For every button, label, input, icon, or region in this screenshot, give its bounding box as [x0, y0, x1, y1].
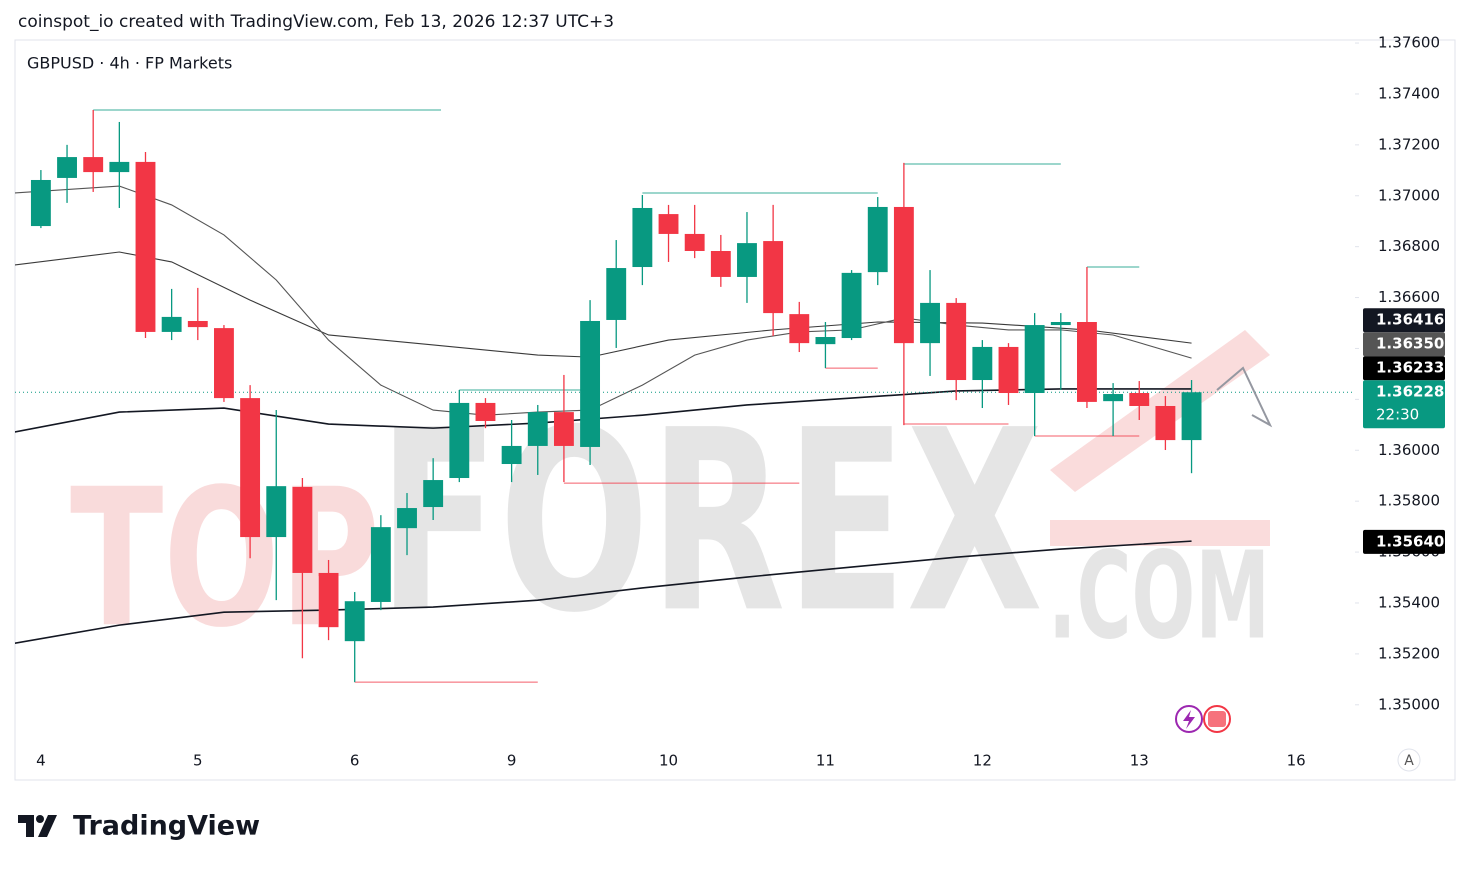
- y-tick-label: 1.36600: [1378, 288, 1440, 306]
- price-label-box: [1363, 529, 1445, 554]
- candle-body: [109, 161, 130, 173]
- candle-body: [553, 412, 574, 446]
- candle-body: [240, 398, 261, 538]
- candle-body: [161, 316, 182, 332]
- candle-body: [815, 337, 836, 345]
- scale-button[interactable]: [1397, 748, 1421, 772]
- candle-body: [1155, 405, 1176, 441]
- candle-body: [397, 508, 417, 529]
- price-label: 1.36228: [1376, 383, 1444, 401]
- candle-body: [83, 157, 104, 173]
- candle-body: [684, 233, 705, 251]
- y-tick-label: 1.36800: [1378, 237, 1440, 255]
- logo-mark: [18, 815, 57, 837]
- y-tick-label: 1.37200: [1378, 135, 1440, 153]
- x-tick-label: 5: [193, 752, 203, 770]
- y-tick-label: 1.35800: [1378, 492, 1440, 510]
- candle-body: [187, 320, 208, 328]
- x-tick-label: 9: [507, 752, 517, 770]
- candle-body: [1103, 394, 1124, 402]
- y-tick-label: 1.37400: [1378, 84, 1440, 102]
- header: coinspot_io created with TradingView.com…: [18, 12, 614, 32]
- ma-line: [15, 251, 1192, 358]
- frame: [14, 39, 1456, 781]
- plot: [15, 109, 1355, 683]
- y-tick-label: 1.36000: [1378, 441, 1440, 459]
- candle-body: [501, 445, 522, 465]
- y-tick-label: 1.35400: [1378, 593, 1440, 611]
- price-label: 1.35640: [1376, 532, 1444, 550]
- candle-body: [763, 241, 784, 314]
- x-tick-label: 13: [1130, 752, 1149, 770]
- y-tick-label: 1.35000: [1378, 695, 1440, 713]
- candle-body: [972, 346, 993, 381]
- price-label-box: [1363, 308, 1445, 333]
- candle-body: [423, 480, 444, 508]
- candle-body: [580, 320, 601, 447]
- y-tick-label: 1.37600: [1378, 34, 1440, 52]
- x-tick-label: 11: [816, 752, 835, 770]
- logo-dot: [36, 815, 44, 823]
- arrow-drawing: [1216, 366, 1273, 428]
- candle-body: [30, 179, 51, 227]
- price-label-box: [1363, 380, 1445, 429]
- flag: [1208, 711, 1226, 727]
- logo: TradingView: [18, 811, 260, 842]
- candle-body: [370, 527, 391, 602]
- ma-line: [15, 540, 1192, 644]
- candle-body: [1077, 322, 1097, 402]
- price-label: 1.36416: [1376, 311, 1444, 329]
- candle-body: [1129, 393, 1150, 406]
- scale-button-label[interactable]: A: [1404, 753, 1414, 769]
- price-label: 1.36350: [1376, 335, 1444, 353]
- x-tick-label: 12: [973, 752, 992, 770]
- candle-body: [449, 402, 470, 479]
- price-label-box: [1363, 332, 1445, 357]
- logo-text: TradingView: [73, 811, 260, 842]
- x-tick-label: 10: [659, 752, 678, 770]
- watermark-com: .COM: [1048, 528, 1270, 667]
- watermark-top: TOP: [70, 448, 380, 669]
- candle-body: [841, 272, 862, 339]
- candle-body: [475, 402, 496, 422]
- candle-body: [1181, 392, 1202, 441]
- candle-body: [214, 328, 234, 399]
- watermark-bar: [1050, 520, 1270, 546]
- candle-body: [737, 243, 757, 277]
- ma-line: [15, 185, 1192, 416]
- candle-body: [344, 601, 365, 642]
- candle-body: [57, 157, 77, 178]
- candle-body: [710, 250, 731, 277]
- candle-body: [893, 206, 914, 344]
- y-tick-label: 1.35200: [1378, 644, 1440, 662]
- x-tick-label: 4: [36, 752, 46, 770]
- candle-body: [998, 346, 1019, 394]
- candle-body: [292, 486, 313, 573]
- x-tick-label: 16: [1287, 752, 1306, 770]
- candle-body: [266, 486, 287, 538]
- price-label: 1.36233: [1376, 359, 1444, 377]
- candle-body: [867, 206, 888, 273]
- candle-body: [1050, 322, 1071, 326]
- candle-body: [946, 302, 967, 381]
- candle-body: [135, 161, 156, 332]
- candle-body: [1024, 325, 1045, 394]
- candle-body: [527, 412, 548, 446]
- candle-body: [606, 268, 627, 320]
- candle-body: [789, 314, 810, 344]
- candle-body: [920, 302, 940, 344]
- candle-body: [632, 207, 653, 268]
- y-tick-label: 1.37000: [1378, 186, 1440, 204]
- event-bolt: [1183, 710, 1195, 729]
- price-label-box: [1363, 356, 1445, 381]
- symbol-title: GBPUSD · 4h · FP Markets: [27, 54, 232, 73]
- candle-body: [318, 572, 339, 628]
- x-tick-label: 6: [350, 752, 360, 770]
- price-label-time: 22:30: [1376, 406, 1419, 424]
- candle-body: [658, 214, 679, 234]
